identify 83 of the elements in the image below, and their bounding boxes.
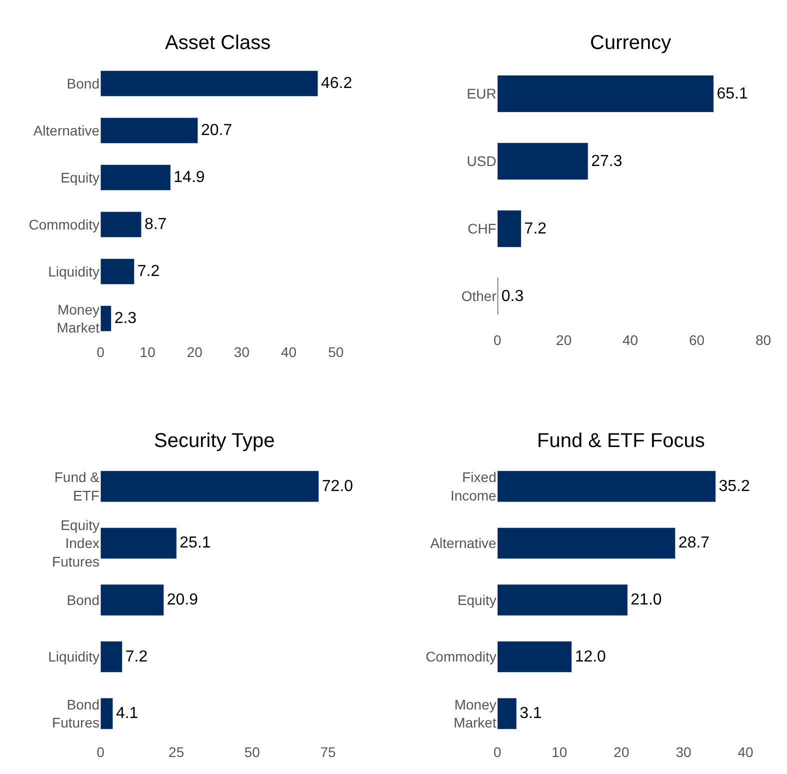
data-label: 20.9 <box>166 592 198 608</box>
x-tick-label: 50 <box>328 344 344 360</box>
bar <box>497 210 522 248</box>
x-tick-label: 25 <box>168 744 184 760</box>
x-tick-label: 0 <box>493 332 502 348</box>
bar <box>100 117 198 144</box>
x-tick-label: 50 <box>244 744 260 760</box>
y-tick-label: Bond Futures <box>52 696 100 731</box>
y-tick-label: Equity <box>60 169 100 186</box>
y-tick-label: Fund & ETF <box>54 469 100 504</box>
bar <box>497 584 628 616</box>
y-tick-label: Money Market <box>56 301 100 336</box>
data-label: 35.2 <box>718 478 750 495</box>
x-tick-label: 40 <box>280 344 297 360</box>
x-tick-label: 30 <box>234 344 250 360</box>
y-tick-label: Commodity <box>426 648 496 665</box>
data-label: 2.3 <box>114 310 137 327</box>
data-label: 14.9 <box>174 169 205 186</box>
bar <box>497 527 676 560</box>
bar <box>100 470 320 502</box>
y-tick-label: Equity Index Futures <box>52 516 100 570</box>
bar <box>100 258 135 285</box>
y-tick-label: EUR <box>466 86 496 102</box>
data-label: 20.7 <box>200 122 232 140</box>
x-tick-label: 40 <box>738 744 754 760</box>
bar <box>100 640 123 673</box>
y-tick-label: USD <box>466 153 496 170</box>
data-label: 27.3 <box>591 152 622 170</box>
y-tick-label: Other <box>461 288 497 304</box>
data-label: 7.2 <box>524 220 547 238</box>
data-label: 7.2 <box>137 263 160 280</box>
data-label: 21.0 <box>630 592 662 608</box>
bar <box>100 584 164 616</box>
bar <box>497 142 588 180</box>
y-tick-label: Equity <box>457 592 496 608</box>
x-tick-label: 0 <box>96 744 105 760</box>
x-tick-label: 60 <box>688 332 705 348</box>
x-tick-label: 20 <box>614 744 630 760</box>
bar <box>100 305 112 332</box>
data-label: 4.1 <box>116 705 138 722</box>
chart-title: Fund & ETF Focus <box>537 430 705 452</box>
bar <box>497 640 572 673</box>
bar <box>497 74 714 113</box>
x-tick-label: 10 <box>140 344 156 360</box>
chart-title: Currency <box>590 32 672 54</box>
data-label: 12.0 <box>574 648 606 666</box>
bar <box>497 698 517 730</box>
bar <box>100 164 171 191</box>
x-tick-label: 10 <box>552 744 568 760</box>
data-label: 0.3 <box>501 288 524 305</box>
y-tick-label: Alternative <box>33 122 100 138</box>
x-tick-label: 75 <box>320 744 336 760</box>
data-label: 8.7 <box>144 216 167 234</box>
x-tick-label: 20 <box>186 344 203 360</box>
y-tick-label: Money Market <box>454 696 496 731</box>
bar <box>497 470 716 502</box>
data-label: 65.1 <box>716 85 748 102</box>
bar <box>100 527 177 560</box>
y-tick-label: CHF <box>468 220 496 237</box>
x-tick-label: 80 <box>755 332 772 348</box>
data-label: 72.0 <box>322 478 354 495</box>
data-label: 7.2 <box>125 648 148 666</box>
bar <box>100 698 114 730</box>
data-label: 46.2 <box>320 75 352 92</box>
y-tick-label: Fixed Income <box>450 469 497 504</box>
chart-title: Asset Class <box>165 32 271 54</box>
x-tick-label: 30 <box>676 744 692 760</box>
x-tick-label: 20 <box>556 332 572 348</box>
y-tick-label: Liquidity <box>48 648 100 665</box>
data-label: 28.7 <box>678 534 710 552</box>
y-tick-label: Alternative <box>430 535 497 552</box>
y-tick-label: Liquidity <box>48 263 100 280</box>
x-tick-label: 0 <box>96 344 105 360</box>
x-tick-label: 40 <box>622 332 638 348</box>
chart-title: Security Type <box>154 430 275 452</box>
y-tick-label: Commodity <box>28 216 100 232</box>
y-tick-label: Bond <box>66 592 100 608</box>
bar <box>100 211 142 238</box>
bar <box>100 70 318 97</box>
data-label: 25.1 <box>180 534 211 552</box>
x-tick-label: 0 <box>493 744 502 760</box>
y-tick-label: Bond <box>66 75 100 92</box>
data-label: 3.1 <box>520 705 542 722</box>
